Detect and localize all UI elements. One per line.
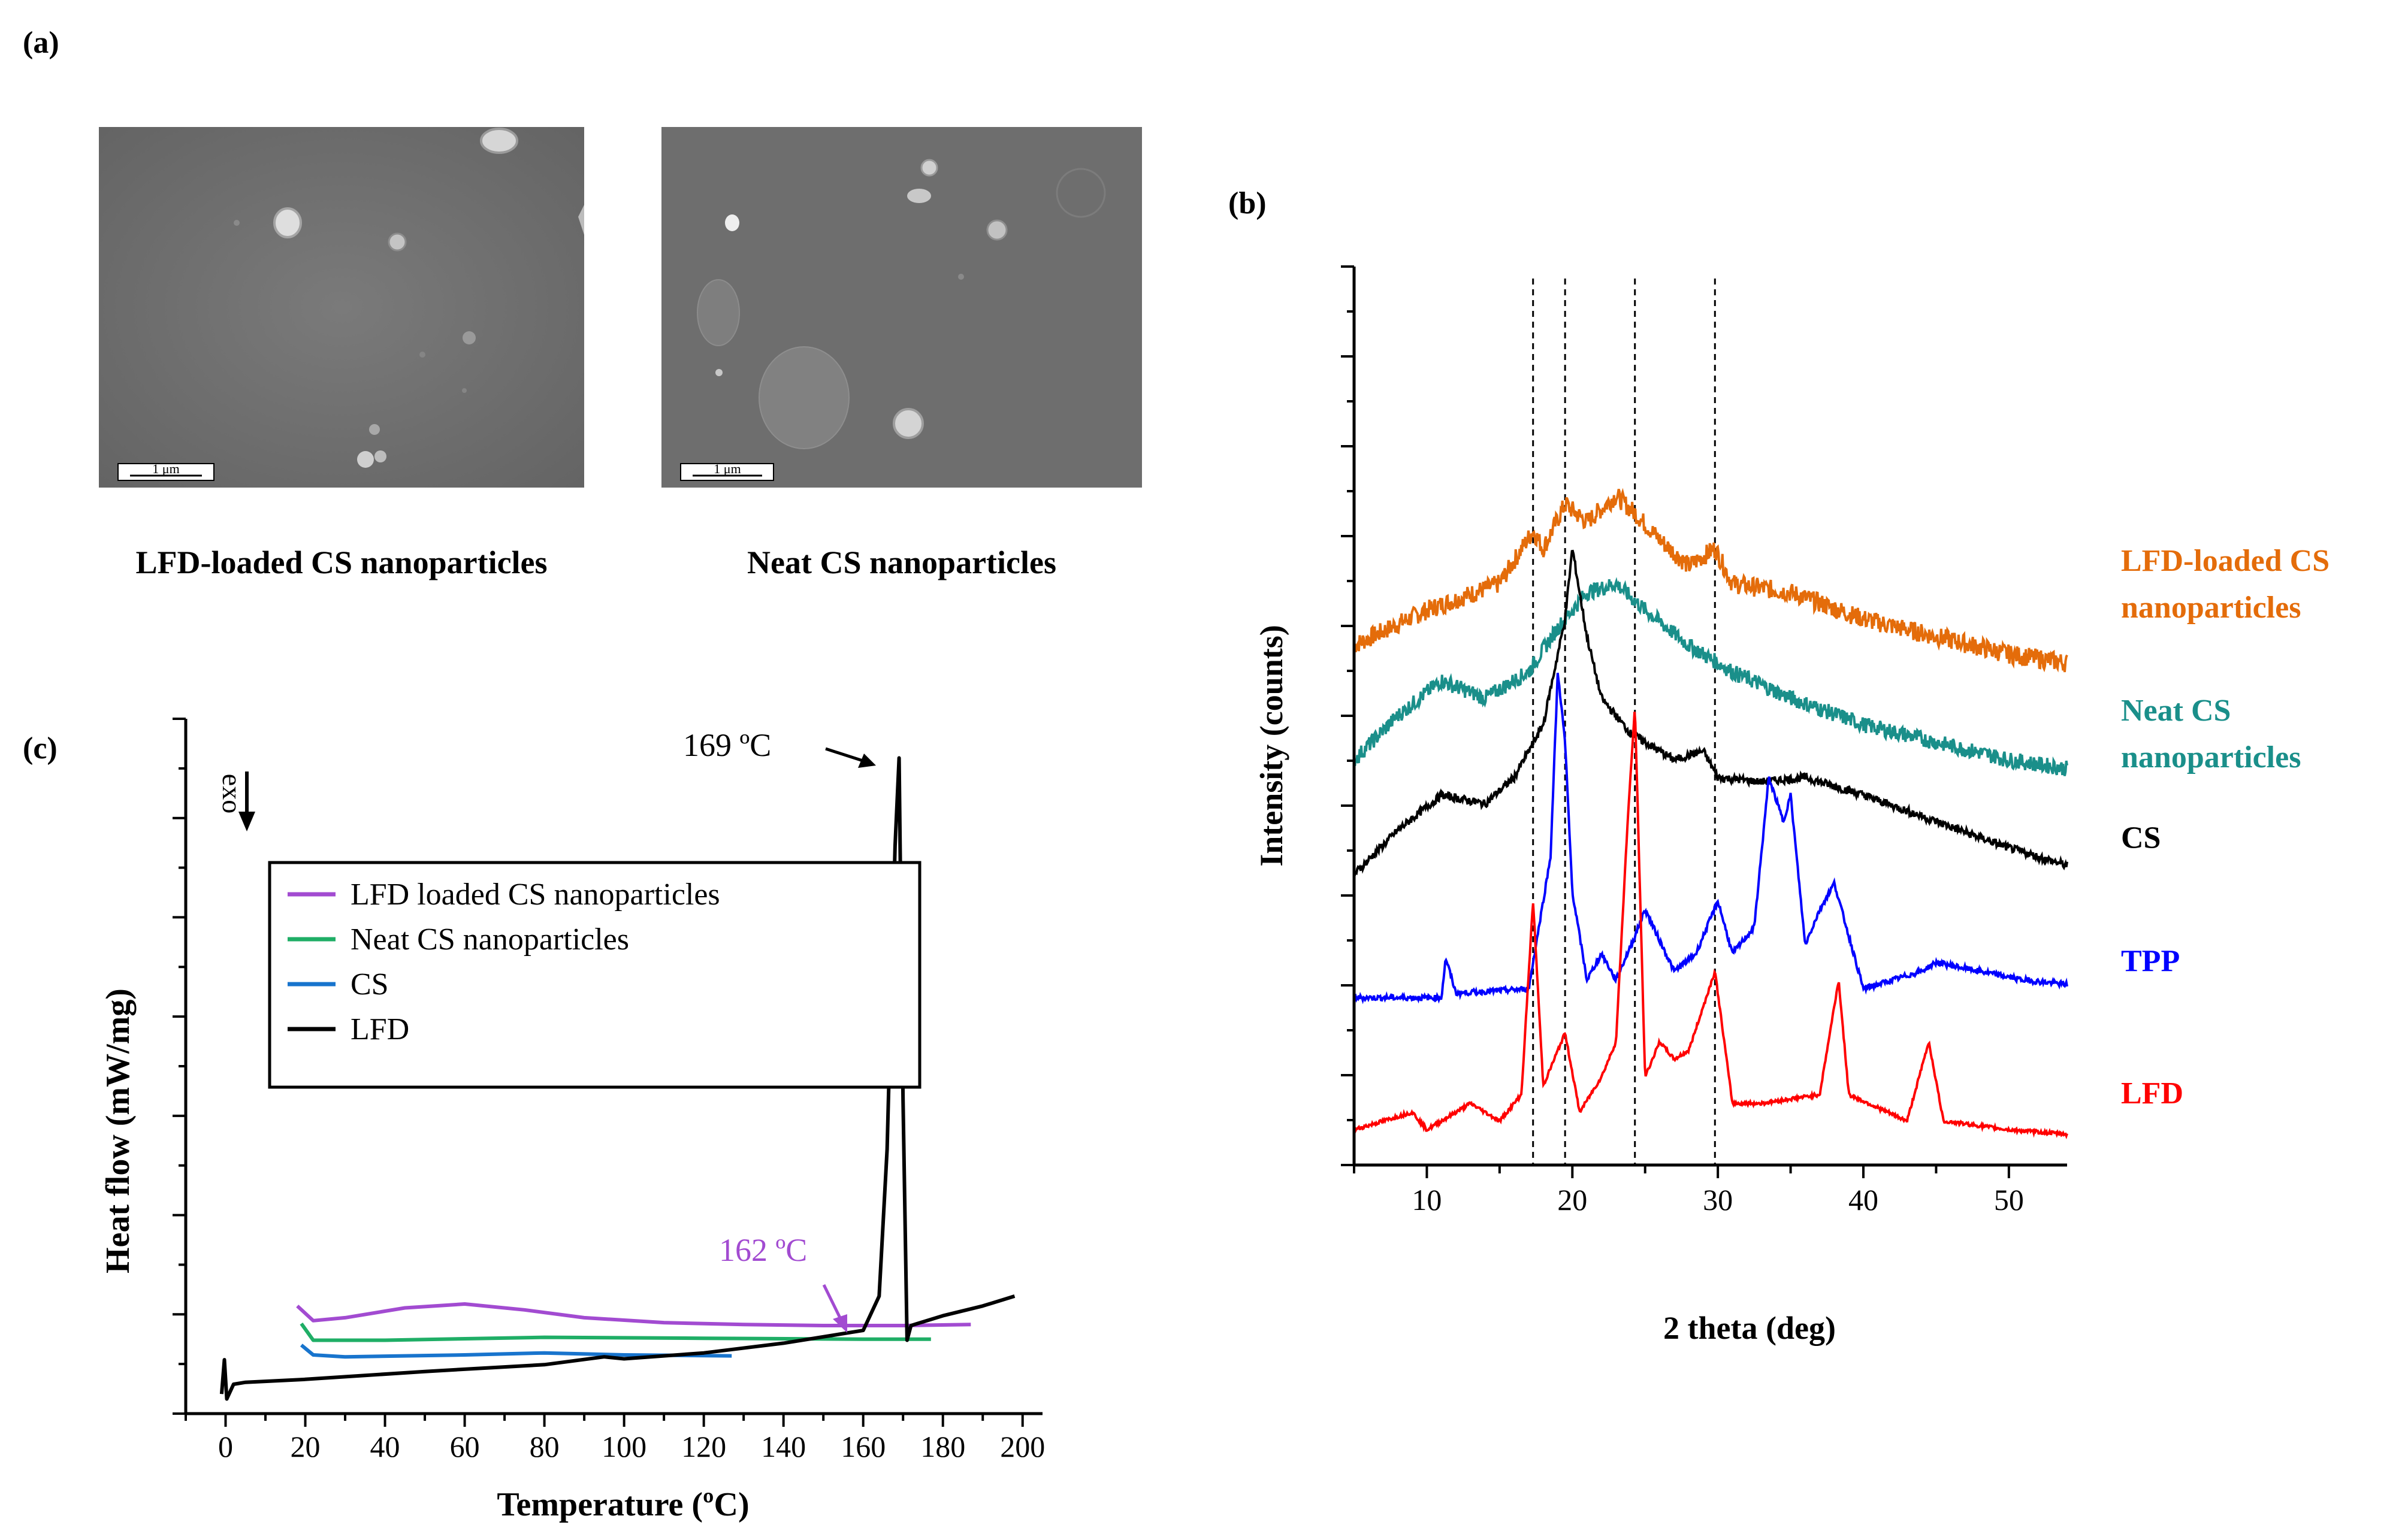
x-tick-label: 180: [920, 1430, 965, 1463]
sem-caption-neat: Neat CS nanoparticles: [747, 544, 1056, 580]
panel-label-b: (b): [1228, 186, 1267, 220]
x-tick-label: 10: [1412, 1183, 1442, 1217]
series-line-lfd-loaded-cs-nanoparticles: [1353, 488, 2068, 673]
x-tick-label: 30: [1703, 1183, 1733, 1217]
series-line-tpp: [1353, 673, 2068, 1005]
series-label: LFD: [2121, 1076, 2183, 1111]
series-line-lfd: [1353, 712, 2068, 1140]
x-tick-label: 100: [602, 1430, 646, 1463]
x-tick-label: 40: [370, 1430, 400, 1463]
legend-box: [268, 861, 921, 1089]
scale-bar-label: 1 μm: [152, 461, 179, 476]
x-tick-label: 40: [1848, 1183, 1878, 1217]
xrd-chart: 10 20 30 40 50 2 theta (deg) Intensity (coun…: [1253, 265, 2330, 1346]
x-tick-label: 140: [761, 1430, 806, 1463]
exo-arrow-icon: [238, 771, 255, 831]
x-axis-label: Temperature (ºC): [497, 1486, 749, 1523]
sem-particles-neat: 1 μm: [661, 127, 1142, 488]
onset-arrowhead-icon: [833, 1314, 847, 1333]
x-tick-label: 200: [1000, 1430, 1045, 1463]
x-tick-label: 0: [218, 1430, 233, 1463]
peak-arrowhead-icon: [858, 754, 876, 768]
series-label: Neat CS nanoparticles: [2121, 694, 2301, 774]
series-line-neat-cs-nanoparticles: [1353, 577, 2068, 776]
x-tick-label: 50: [1994, 1183, 2024, 1217]
legend-label: CS: [351, 967, 389, 1002]
legend-label: Neat CS nanoparticles: [351, 922, 629, 957]
onset-arrow-icon: [822, 1284, 842, 1319]
series-line-lfd-loaded-cs-nanoparticles: [296, 1302, 971, 1327]
legend: LFD loaded CS nanoparticles Neat CS nanop…: [268, 861, 921, 1089]
x-tick-label: 20: [1557, 1183, 1587, 1217]
scale-bar-label: 1 μm: [714, 461, 741, 476]
x-tick-label: 60: [450, 1430, 480, 1463]
x-axis-label: 2 theta (deg): [1663, 1310, 1836, 1346]
sem-image-neat: 1 μm: [661, 127, 1142, 488]
sem-particles-lfd-loaded: 1 μm: [99, 127, 584, 488]
x-tick-label: 80: [530, 1430, 560, 1463]
panel-label-a: (a): [23, 26, 59, 60]
series-label: TPP: [2121, 944, 2180, 978]
y-axis-label: Heat flow (mW/mg): [99, 988, 137, 1273]
legend-label: LFD: [351, 1012, 409, 1046]
x-tick-label: 120: [681, 1430, 726, 1463]
peak-arrow-icon: [825, 747, 863, 763]
legend-label: LFD loaded CS nanoparticles: [351, 878, 720, 912]
sem-caption-lfd-loaded: LFD-loaded CS nanoparticles: [135, 544, 548, 580]
y-axis-label: Intensity (counts): [1253, 625, 1289, 867]
onset-annotation-162: 162 ºC: [719, 1232, 807, 1268]
panel-label-c: (c): [23, 731, 58, 766]
series-label: LFD-loaded CS nanoparticles: [2121, 544, 2330, 625]
sem-image-lfd-loaded: 1 μm: [99, 127, 584, 488]
peak-annotation-169: 169 ºC: [683, 727, 771, 763]
exo-label: exo: [217, 774, 247, 813]
x-tick-label: 20: [291, 1430, 321, 1463]
series-line-lfd: [219, 756, 1016, 1401]
series-line-cs: [300, 1344, 732, 1359]
x-tick-label: 160: [841, 1430, 886, 1463]
series-line-neat-cs-nanoparticles: [300, 1322, 931, 1342]
series-line-cs: [1353, 549, 2068, 878]
dsc-chart: 0 20 40 60 80 100 120 140 160 180 200 Temperature …: [99, 718, 1045, 1523]
series-label: CS: [2121, 821, 2161, 855]
